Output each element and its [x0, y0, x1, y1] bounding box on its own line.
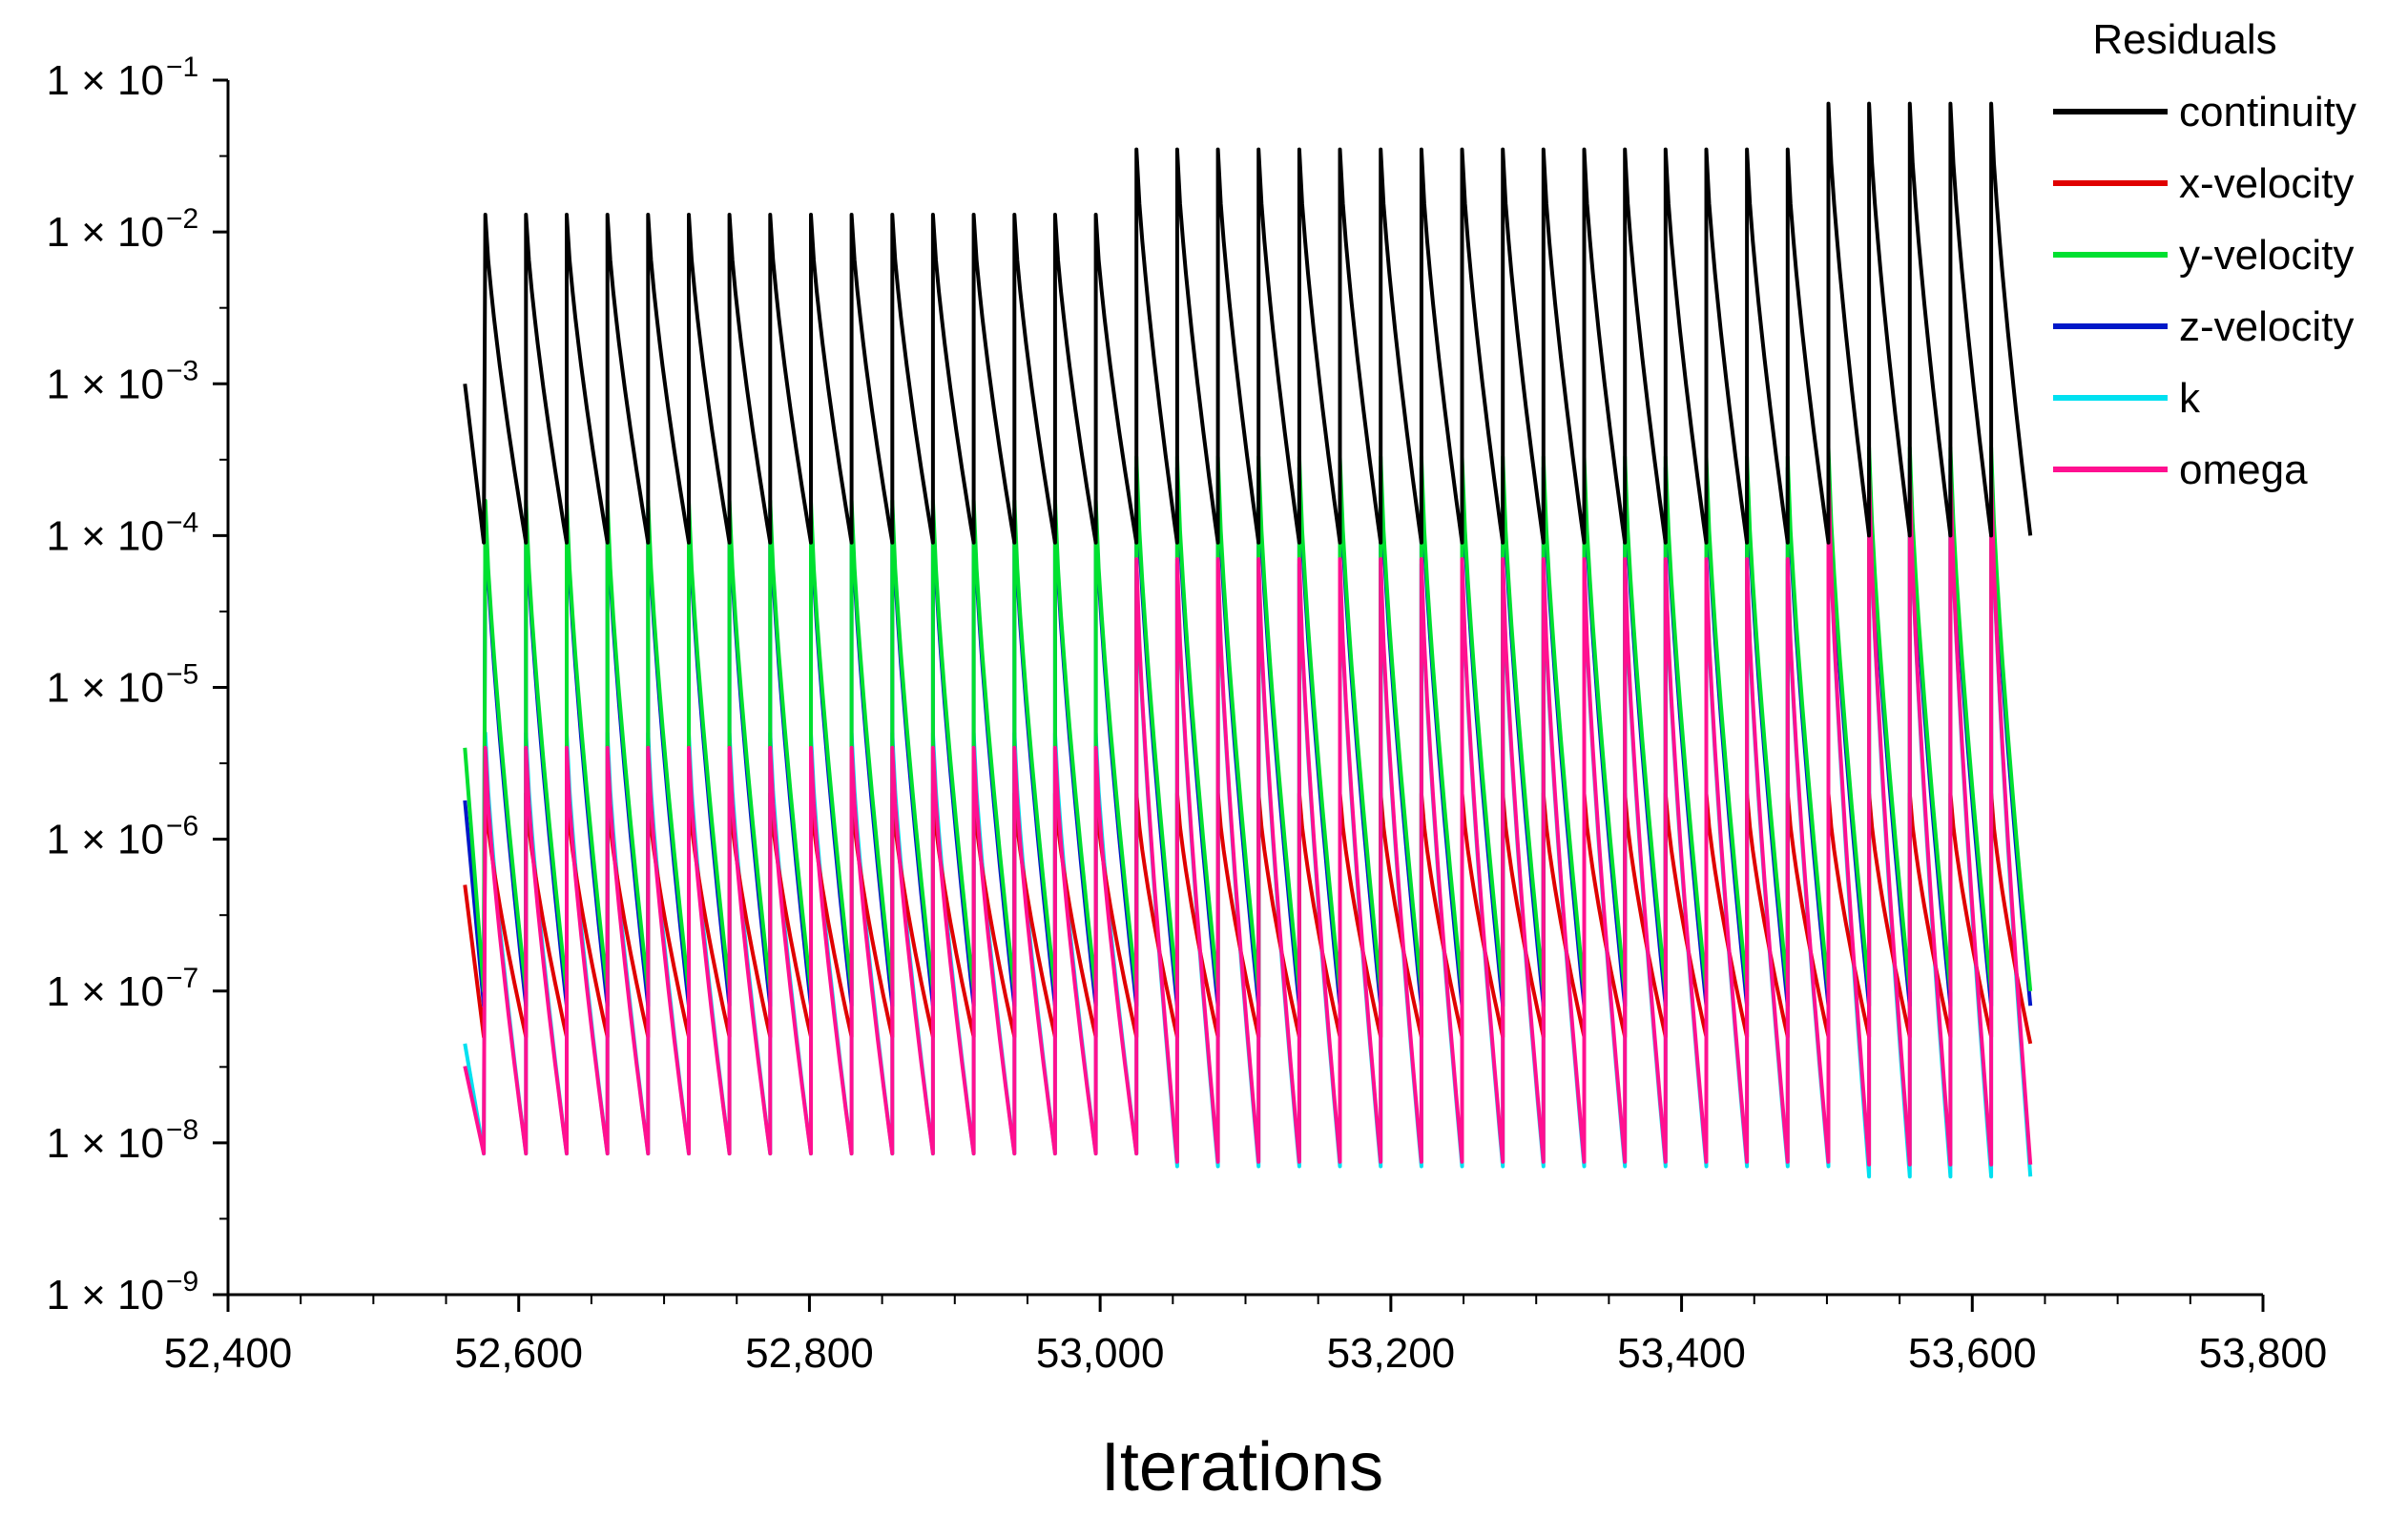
y-tick-label: 1 × 10 — [46, 57, 164, 104]
x-axis-title: Iterations — [1101, 1429, 1383, 1506]
x-tick-label: 53,600 — [1908, 1330, 2037, 1377]
legend-label: k — [2179, 375, 2201, 422]
y-tick-label: 1 × 10 — [46, 1272, 164, 1319]
legend: Residuals continuity x-velocity y-velocity… — [2053, 16, 2356, 493]
y-tick-exponent: −1 — [166, 52, 198, 83]
y-tick-exponent: −7 — [166, 963, 198, 994]
series-line-omega — [463, 473, 2033, 1167]
x-ticks: 52,400 52,600 52,800 53,000 53,200 53,400 53,6… — [164, 1295, 2328, 1377]
y-tick-exponent: −4 — [166, 507, 198, 538]
x-tick-label: 52,400 — [164, 1330, 293, 1377]
legend-label: continuity — [2179, 89, 2356, 135]
y-tick-exponent: −2 — [166, 203, 198, 235]
x-tick-label: 53,000 — [1036, 1330, 1165, 1377]
x-tick-label: 53,200 — [1327, 1330, 1456, 1377]
legend-label: y-velocity — [2179, 232, 2354, 279]
series-line-continuity — [463, 101, 2033, 545]
y-tick-label: 1 × 10 — [46, 1120, 164, 1167]
y-tick-exponent: −8 — [166, 1114, 198, 1146]
y-tick-exponent: −5 — [166, 659, 198, 691]
legend-label: z-velocity — [2179, 303, 2354, 350]
x-tick-label: 53,400 — [1617, 1330, 1746, 1377]
legend-label: x-velocity — [2179, 160, 2354, 207]
y-tick-label: 1 × 10 — [46, 968, 164, 1015]
y-tick-label: 1 × 10 — [46, 512, 164, 559]
y-ticks: 1 × 10 −11 × 10 −21 × 10 −31 × 10 −41 × 10 −5… — [46, 52, 228, 1319]
y-tick-exponent: −3 — [166, 355, 198, 386]
x-tick-label: 52,800 — [745, 1330, 874, 1377]
y-tick-exponent: −9 — [166, 1266, 198, 1298]
y-tick-label: 1 × 10 — [46, 361, 164, 407]
x-tick-label: 52,600 — [454, 1330, 583, 1377]
series-line-x-velocity — [463, 791, 2033, 1045]
y-tick-label: 1 × 10 — [46, 665, 164, 712]
legend-label: omega — [2179, 446, 2308, 493]
y-tick-label: 1 × 10 — [46, 209, 164, 256]
legend-title: Residuals — [2092, 16, 2276, 63]
series-line-k — [463, 473, 2033, 1179]
y-tick-exponent: −6 — [166, 811, 198, 842]
plot-lines — [463, 101, 2033, 1179]
y-tick-label: 1 × 10 — [46, 817, 164, 863]
x-tick-label: 53,800 — [2199, 1330, 2328, 1377]
